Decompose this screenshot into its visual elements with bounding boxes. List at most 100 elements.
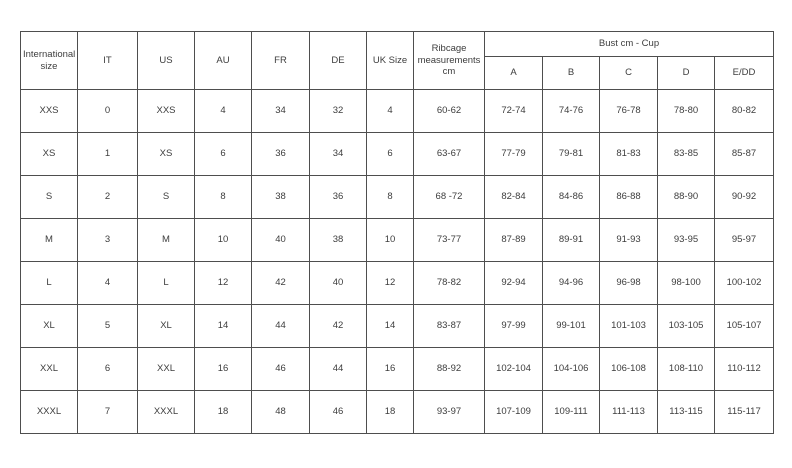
table-cell: 6 [366,132,414,176]
table-cell: 88-90 [657,175,715,219]
table-cell: 113-115 [657,390,715,434]
table-row: S 2 S 8 38 36 8 68 -72 82-84 84-86 86-88 88-90 90-92 [20,175,775,219]
table-cell: 3 [77,218,138,262]
table-cell: 106-108 [599,347,658,391]
table-cell: 14 [366,304,414,348]
col-header-cup-d: D [657,56,715,90]
table-cell: XXXL [20,390,78,434]
table-row: L 4 L 12 42 40 12 78-82 92-94 94-96 96-98 98-100 100… [20,261,775,305]
table-cell: 91-93 [599,218,658,262]
col-header-international-size: International size [20,31,78,90]
table-cell: 14 [194,304,252,348]
table-cell: 101-103 [599,304,658,348]
table-header: International size IT US AU FR DE UK Siz… [20,31,775,90]
table-cell: 10 [366,218,414,262]
table-cell: 83-85 [657,132,715,176]
col-header-de: DE [309,31,367,90]
col-header-cup-edd: E/DD [713,56,775,90]
table-row: XXS 0 XXS 4 34 32 4 60-62 72-74 74-76 76-78 78-80 80… [20,89,775,133]
table-row: XL 5 XL 14 44 42 14 83-87 97-99 99-101 101-103 103-… [20,304,775,348]
table-cell: 93-97 [413,390,485,434]
table-row: XS 1 XS 6 36 34 6 63-67 77-79 79-81 81-83 83-85 85-8… [20,132,775,176]
table-cell: 111-113 [599,390,658,434]
table-cell: 63-67 [413,132,485,176]
table-cell: 78-82 [413,261,485,305]
table-cell: 18 [194,390,252,434]
table-cell: 46 [251,347,310,391]
table-cell: 4 [77,261,138,305]
table-cell: M [20,218,78,262]
table-cell: 76-78 [599,89,658,133]
table-cell: 109-111 [542,390,600,434]
table-cell: 16 [366,347,414,391]
table-cell: XXS [20,89,78,133]
table-row: XXL 6 XXL 16 46 44 16 88-92 102-104 104-106 106-10… [20,347,775,391]
table-cell: 73-77 [413,218,485,262]
table-cell: 97-99 [484,304,543,348]
table-cell: 102-104 [484,347,543,391]
table-cell: 99-101 [542,304,600,348]
table-cell: 0 [77,89,138,133]
table-cell: 34 [251,89,310,133]
table-cell: 12 [366,261,414,305]
size-table-body: XXS 0 XXS 4 34 32 4 60-62 72-74 74-76 76-78 78-80 80… [20,89,775,434]
col-header-us: US [137,31,195,90]
col-header-au: AU [194,31,252,90]
table-cell: 86-88 [599,175,658,219]
table-cell: 44 [309,347,367,391]
table-cell: 36 [251,132,310,176]
table-cell: 74-76 [542,89,600,133]
table-cell: 16 [194,347,252,391]
size-conversion-table: International size IT US AU FR DE UK Siz… [20,31,775,434]
table-cell: 32 [309,89,367,133]
col-header-uk-size: UK Size [366,31,414,90]
table-cell: 115-117 [713,390,775,434]
table-cell: S [20,175,78,219]
table-cell: 80-82 [713,89,775,133]
table-cell: 6 [194,132,252,176]
table-cell: 88-92 [413,347,485,391]
table-cell: 42 [251,261,310,305]
table-cell: XXL [137,347,195,391]
table-cell: 34 [309,132,367,176]
table-cell: 5 [77,304,138,348]
table-cell: 68 -72 [413,175,485,219]
table-cell: 4 [366,89,414,133]
table-cell: XL [137,304,195,348]
table-cell: 72-74 [484,89,543,133]
table-row: XXXL 7 XXXL 18 48 46 18 93-97 107-109 109-111 111-… [20,390,775,434]
table-cell: 100-102 [713,261,775,305]
table-cell: 6 [77,347,138,391]
table-cell: 36 [309,175,367,219]
table-cell: 82-84 [484,175,543,219]
table-cell: 95-97 [713,218,775,262]
table-cell: 40 [251,218,310,262]
table-cell: 12 [194,261,252,305]
table-cell: XXS [137,89,195,133]
table-cell: 92-94 [484,261,543,305]
table-cell: XS [20,132,78,176]
header-group-row: International size IT US AU FR DE UK Siz… [20,31,775,90]
table-cell: 18 [366,390,414,434]
table-cell: 48 [251,390,310,434]
table-cell: 42 [309,304,367,348]
table-cell: 83-87 [413,304,485,348]
table-cell: S [137,175,195,219]
table-cell: 1 [77,132,138,176]
table-cell: 40 [309,261,367,305]
table-cell: XXXL [137,390,195,434]
table-cell: 98-100 [657,261,715,305]
table-cell: 107-109 [484,390,543,434]
table-cell: 108-110 [657,347,715,391]
table-cell: 8 [194,175,252,219]
table-cell: M [137,218,195,262]
table-cell: 10 [194,218,252,262]
table-cell: 85-87 [713,132,775,176]
table-cell: 84-86 [542,175,600,219]
table-cell: 7 [77,390,138,434]
table-cell: 44 [251,304,310,348]
table-cell: XXL [20,347,78,391]
table-cell: 46 [309,390,367,434]
table-cell: 90-92 [713,175,775,219]
